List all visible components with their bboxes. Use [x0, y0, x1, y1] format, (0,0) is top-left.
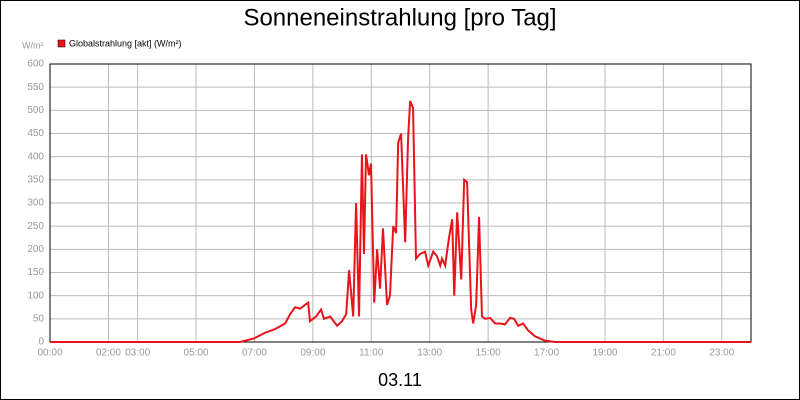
chart-title: Sonneneinstrahlung [pro Tag] — [243, 4, 556, 31]
x-tick-label: 02:00 — [96, 348, 121, 359]
x-tick-label: 00:00 — [37, 348, 62, 359]
y-tick-label: 150 — [27, 267, 44, 278]
legend-label: Globalstrahlung [akt] (W/m²) — [69, 38, 182, 48]
x-tick-label: 09:00 — [300, 348, 325, 359]
x-tick-label: 21:00 — [651, 348, 676, 359]
y-tick-label: 550 — [27, 82, 44, 93]
x-tick-label: 05:00 — [184, 348, 209, 359]
plot-border — [49, 63, 752, 343]
y-tick-label: 600 — [27, 59, 44, 70]
y-tick-label: 250 — [27, 221, 44, 232]
y-tick-label: 400 — [27, 151, 44, 162]
x-tick-label: 11:00 — [359, 348, 384, 359]
y-tick-label: 350 — [27, 174, 44, 185]
data-line — [50, 100, 751, 343]
y-tick-label: 100 — [27, 290, 44, 301]
y-tick-label: 200 — [27, 244, 44, 255]
legend-swatch — [57, 39, 66, 48]
y-tick-label: 450 — [27, 128, 44, 139]
x-tick-label: 23:00 — [709, 348, 734, 359]
y-tick-label: 50 — [33, 313, 45, 324]
y-tick-label: 300 — [27, 198, 44, 209]
x-tick-label: 15:00 — [476, 348, 501, 359]
y-unit: W/m² — [22, 40, 44, 50]
x-tick-label: 07:00 — [242, 348, 267, 359]
x-label: 03.11 — [378, 370, 422, 390]
y-tick-label: 500 — [27, 105, 44, 116]
x-tick-label: 13:00 — [417, 348, 442, 359]
x-tick-label: 03:00 — [125, 348, 150, 359]
y-tick-label: 0 — [38, 337, 44, 348]
x-tick-label: 19:00 — [592, 348, 617, 359]
x-tick-label: 17:00 — [534, 348, 559, 359]
